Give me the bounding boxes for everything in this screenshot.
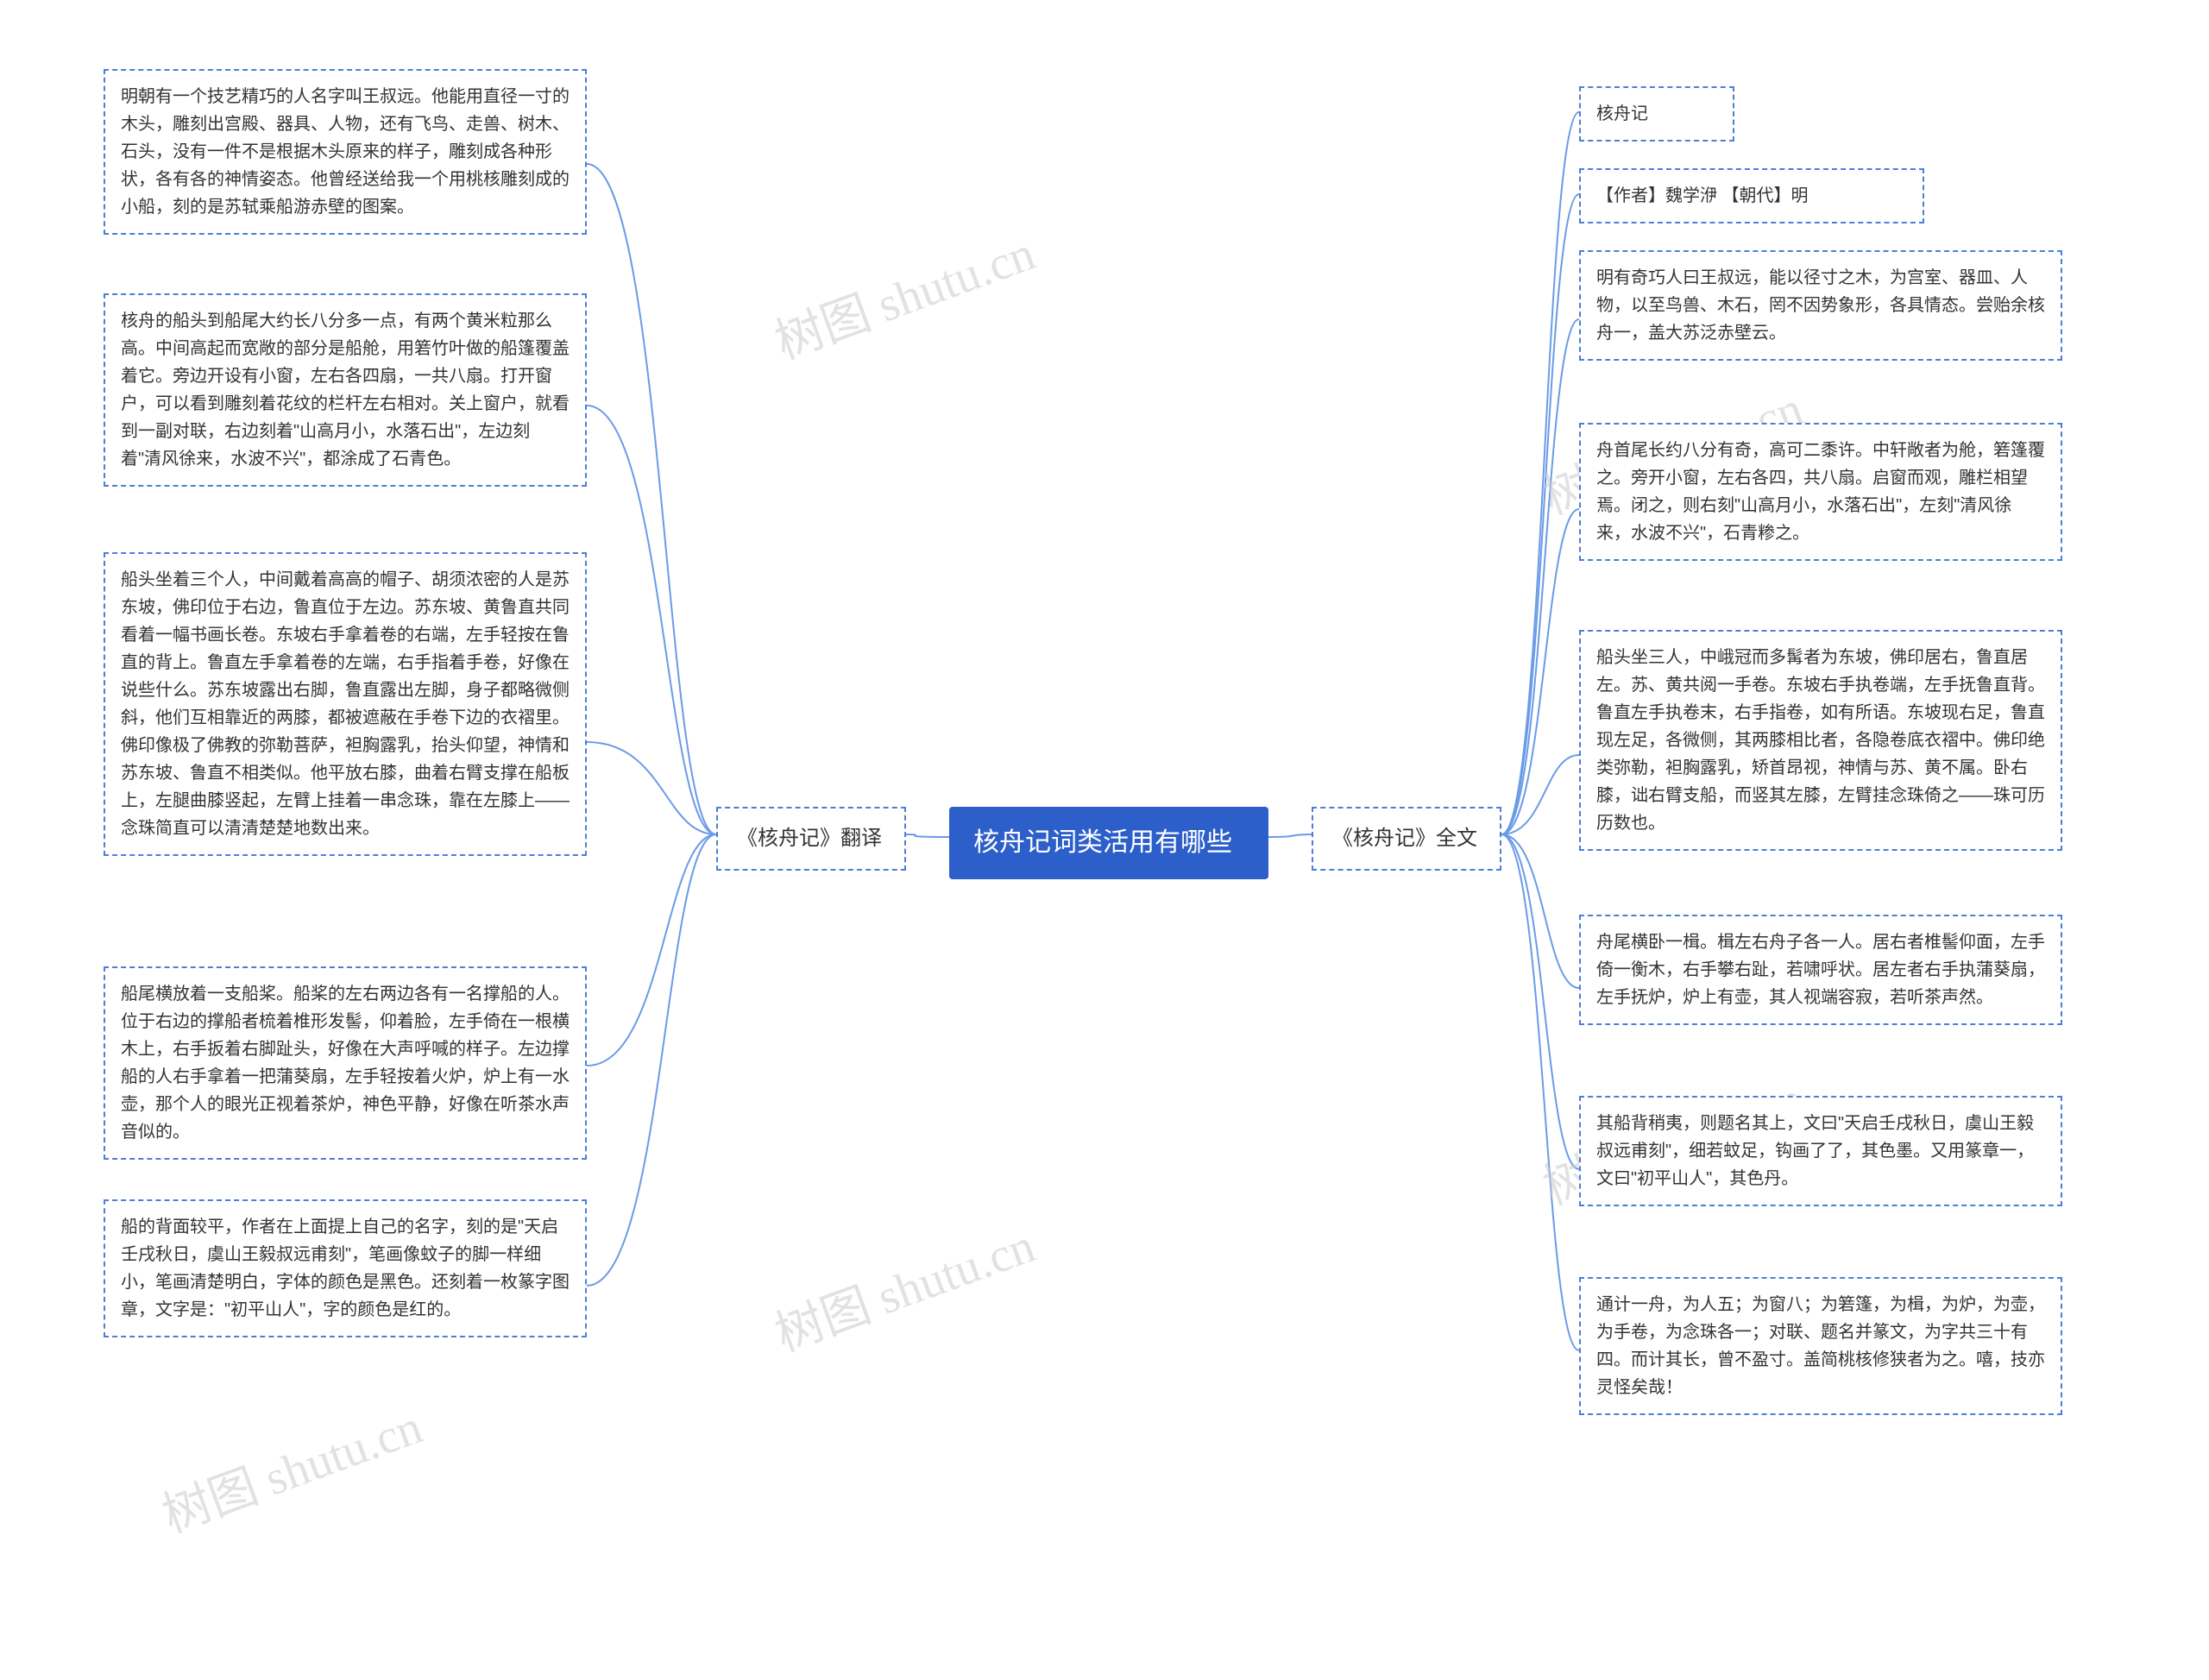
mindmap-canvas: 树图 shutu.cn 树图 shutu.cn 树图 shutu.cn 树图 s… (0, 0, 2209, 1680)
leaf-text: 船的背面较平，作者在上面提上自己的名字，刻的是"天启壬戌秋日，虞山王毅叔远甫刻"… (121, 1218, 570, 1319)
leaf-text: 明朝有一个技艺精巧的人名字叫王叔远。他能用直径一寸的木头，雕刻出宫殿、器具、人物… (121, 87, 570, 217)
leaf-text: 船头坐着三个人，中间戴着高高的帽子、胡须浓密的人是苏东坡，佛印位于右边，鲁直位于… (121, 570, 570, 838)
leaf-text: 舟尾横卧一楫。楫左右舟子各一人。居右者椎髻仰面，左手倚一衡木，右手攀右趾，若啸呼… (1596, 933, 2045, 1007)
leaf-node[interactable]: 船的背面较平，作者在上面提上自己的名字，刻的是"天启壬戌秋日，虞山王毅叔远甫刻"… (104, 1199, 587, 1337)
leaf-node[interactable]: 核舟的船头到船尾大约长八分多一点，有两个黄米粒那么高。中间高起而宽敞的部分是船舱… (104, 293, 587, 487)
watermark: 树图 shutu.cn (765, 215, 1043, 374)
leaf-text: 舟首尾长约八分有奇，高可二黍许。中轩敞者为舱，箬篷覆之。旁开小窗，左右各四，共八… (1596, 441, 2045, 543)
leaf-text: 通计一舟，为人五；为窗八；为箬篷，为楫，为炉，为壶，为手卷，为念珠各一；对联、题… (1596, 1295, 2045, 1397)
leaf-node[interactable]: 【作者】魏学洢 【朝代】明 (1579, 168, 1924, 223)
branch-translation[interactable]: 《核舟记》翻译 (716, 807, 906, 871)
branch-label: 《核舟记》全文 (1332, 827, 1477, 850)
leaf-node[interactable]: 船尾横放着一支船桨。船桨的左右两边各有一名撑船的人。位于右边的撑船者梳着椎形发髻… (104, 966, 587, 1160)
leaf-node[interactable]: 明有奇巧人曰王叔远，能以径寸之木，为宫室、器皿、人物，以至鸟兽、木石，罔不因势象… (1579, 250, 2062, 361)
root-label: 核舟记词类活用有哪些 (973, 828, 1232, 857)
leaf-node[interactable]: 明朝有一个技艺精巧的人名字叫王叔远。他能用直径一寸的木头，雕刻出宫殿、器具、人物… (104, 69, 587, 235)
leaf-text: 明有奇巧人曰王叔远，能以径寸之木，为宫室、器皿、人物，以至鸟兽、木石，罔不因势象… (1596, 268, 2045, 343)
branch-fulltext[interactable]: 《核舟记》全文 (1312, 807, 1501, 871)
leaf-node[interactable]: 舟尾横卧一楫。楫左右舟子各一人。居右者椎髻仰面，左手倚一衡木，右手攀右趾，若啸呼… (1579, 915, 2062, 1025)
leaf-node[interactable]: 船头坐三人，中峨冠而多髯者为东坡，佛印居右，鲁直居左。苏、黄共阅一手卷。东坡右手… (1579, 630, 2062, 851)
branch-label: 《核舟记》翻译 (737, 827, 882, 850)
leaf-node[interactable]: 舟首尾长约八分有奇，高可二黍许。中轩敞者为舱，箬篷覆之。旁开小窗，左右各四，共八… (1579, 423, 2062, 561)
leaf-node[interactable]: 核舟记 (1579, 86, 1734, 142)
leaf-text: 【作者】魏学洢 【朝代】明 (1596, 186, 1809, 205)
leaf-node[interactable]: 船头坐着三个人，中间戴着高高的帽子、胡须浓密的人是苏东坡，佛印位于右边，鲁直位于… (104, 552, 587, 856)
leaf-node[interactable]: 其船背稍夷，则题名其上，文曰"天启壬戌秋日，虞山王毅叔远甫刻"，细若蚊足，钩画了… (1579, 1096, 2062, 1206)
leaf-text: 船头坐三人，中峨冠而多髯者为东坡，佛印居右，鲁直居左。苏、黄共阅一手卷。东坡右手… (1596, 648, 2045, 833)
watermark: 树图 shutu.cn (765, 1207, 1043, 1366)
leaf-text: 核舟记 (1596, 104, 1648, 123)
leaf-text: 船尾横放着一支船桨。船桨的左右两边各有一名撑船的人。位于右边的撑船者梳着椎形发髻… (121, 985, 570, 1142)
root-node[interactable]: 核舟记词类活用有哪些 (949, 807, 1268, 879)
watermark: 树图 shutu.cn (152, 1388, 431, 1547)
leaf-text: 其船背稍夷，则题名其上，文曰"天启壬戌秋日，虞山王毅叔远甫刻"，细若蚊足，钩画了… (1596, 1114, 2034, 1188)
leaf-node[interactable]: 通计一舟，为人五；为窗八；为箬篷，为楫，为炉，为壶，为手卷，为念珠各一；对联、题… (1579, 1277, 2062, 1415)
leaf-text: 核舟的船头到船尾大约长八分多一点，有两个黄米粒那么高。中间高起而宽敞的部分是船舱… (121, 311, 570, 469)
